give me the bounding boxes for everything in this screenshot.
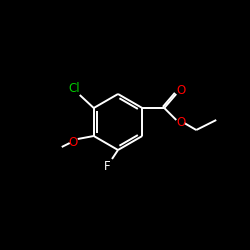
Text: Cl: Cl — [68, 82, 80, 94]
Text: F: F — [104, 160, 110, 172]
Text: O: O — [176, 116, 186, 128]
Text: O: O — [176, 84, 186, 98]
Text: O: O — [68, 136, 78, 148]
